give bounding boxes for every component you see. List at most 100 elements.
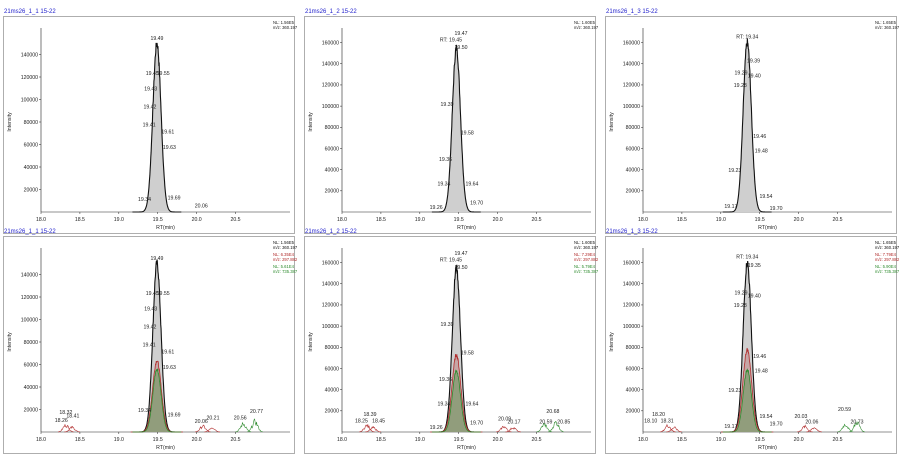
peak-area-black xyxy=(132,259,182,432)
peak-area-black xyxy=(722,38,772,213)
x-tick-label: 20.0 xyxy=(794,437,804,443)
legend-nl: NL: 5.79E4 xyxy=(574,264,596,269)
y-tick-label: 60000 xyxy=(325,366,340,372)
peak-label: 19.49 xyxy=(150,36,163,42)
noise-trace-red xyxy=(64,425,80,433)
y-axis-label: Intensity xyxy=(308,332,314,352)
y-tick-label: 80000 xyxy=(325,345,340,351)
x-tick-label: 20.0 xyxy=(493,437,503,443)
noise-trace-green xyxy=(837,423,854,433)
noise-trace-green xyxy=(536,423,553,433)
peak-label: 19.42 xyxy=(143,325,156,331)
noise-trace-green xyxy=(235,421,252,433)
x-tick-label: 20.5 xyxy=(832,217,842,223)
peak-label: 19.34 xyxy=(138,197,151,203)
peak-area-green xyxy=(722,369,772,432)
legend-nl: NL: 1.56E5 xyxy=(273,20,295,25)
peak-label: 19.23 xyxy=(728,168,741,174)
peak-label: 19.23 xyxy=(728,388,741,394)
noise-trace-red xyxy=(58,424,74,433)
peak-label: 19.50 xyxy=(455,265,468,271)
noise-trace-green xyxy=(849,421,865,433)
peak-label: 19.45 xyxy=(146,291,159,297)
peak-label: 19.35 xyxy=(748,263,761,269)
y-tick-label: 140000 xyxy=(623,62,640,68)
y-tick-label: 120000 xyxy=(21,295,38,301)
peak-label: 19.40 xyxy=(748,74,761,80)
legend-mz: m/z: 297.882 xyxy=(875,257,900,262)
peak-label: 19.49 xyxy=(150,256,163,262)
legend-mz: m/z: 735.387 xyxy=(273,269,298,274)
x-tick-label: 18.0 xyxy=(337,217,347,223)
peak-label: 19.17 xyxy=(724,424,737,430)
peak-area-red xyxy=(721,348,774,432)
legend-mz: m/z: 735.387 xyxy=(574,269,599,274)
peak-label: 19.29 xyxy=(735,290,748,296)
x-tick-label: 19.0 xyxy=(114,217,124,223)
peak-label: 19.47 xyxy=(455,251,468,257)
panel-title: 21ms26_1_2 15-22 xyxy=(305,229,357,235)
peak-label: 18.10 xyxy=(644,418,657,424)
peak-trace-green xyxy=(132,368,182,433)
peak-area-black xyxy=(722,261,772,432)
peak-label: 19.50 xyxy=(455,45,468,51)
x-tick-label: 19.5 xyxy=(454,217,464,223)
x-tick-label: 18.5 xyxy=(677,217,687,223)
x-tick-label: 20.5 xyxy=(832,437,842,443)
peak-label: 19.48 xyxy=(755,149,768,155)
peak-label: 19.28 xyxy=(734,303,747,309)
x-tick-label: 20.5 xyxy=(230,437,240,443)
peak-label: 20.59 xyxy=(539,420,552,426)
x-tick-label: 19.5 xyxy=(755,217,765,223)
chromatogram-panel: 21ms26_1_2 15-22 20000 40000 60000 80000 1000… xyxy=(304,9,599,234)
panel-title: 21ms26_1_3 15-22 xyxy=(606,9,658,15)
x-axis-label: RT(min) xyxy=(156,225,175,231)
x-tick-label: 18.0 xyxy=(337,437,347,443)
noise-trace-green xyxy=(548,420,564,433)
chromatogram-panel: 21ms26_1_3 15-22 20000 40000 60000 80000 1000… xyxy=(605,229,900,454)
noise-trace-red xyxy=(204,427,220,433)
peak-label: 19.61 xyxy=(161,129,174,135)
y-tick-label: 60000 xyxy=(626,146,641,152)
peak-trace-black xyxy=(431,44,481,213)
x-tick-label: 19.0 xyxy=(716,217,726,223)
y-tick-label: 20000 xyxy=(325,409,340,415)
panel-title: 21ms26_1_1 15-22 xyxy=(4,229,56,235)
peak-label: 18.45 xyxy=(372,418,385,424)
y-tick-label: 100000 xyxy=(21,97,38,103)
peak-label: 19.42 xyxy=(143,105,156,111)
peak-label: 19.34 xyxy=(437,402,450,408)
x-tick-label: 18.0 xyxy=(638,437,648,443)
legend-mz: m/z: 360.197 xyxy=(273,245,298,250)
peak-label: 19.26 xyxy=(430,205,443,211)
x-axis-label: RT(min) xyxy=(758,445,777,451)
y-tick-label: 40000 xyxy=(24,165,39,171)
y-tick-label: 20000 xyxy=(626,189,641,195)
peak-label: 18.32 xyxy=(59,410,72,416)
peak-label: 19.70 xyxy=(470,201,483,207)
y-axis-label: Intensity xyxy=(7,112,13,132)
x-axis-label: RT(min) xyxy=(156,445,175,451)
peak-label: 19.63 xyxy=(163,145,176,151)
peak-label: 18.26 xyxy=(55,418,68,424)
y-tick-label: 160000 xyxy=(623,260,640,266)
peak-label: 19.64 xyxy=(465,402,478,408)
noise-trace-red xyxy=(365,425,381,433)
chromatogram-svg: 21ms26_1_3 15-22 20000 40000 60000 80000 1000… xyxy=(605,9,900,234)
x-tick-label: 20.0 xyxy=(192,217,202,223)
chromatogram-svg: 21ms26_1_3 15-22 20000 40000 60000 80000 1000… xyxy=(605,229,900,454)
peak-label: 19.41 xyxy=(143,123,156,129)
y-tick-label: 140000 xyxy=(21,272,38,278)
peak-label: 20.59 xyxy=(838,407,851,413)
x-axis-label: RT(min) xyxy=(758,225,777,231)
legend-nl: NL: 1.60E5 xyxy=(574,240,596,245)
peak-label: 20.09 xyxy=(498,416,511,422)
noise-trace-red xyxy=(505,426,522,433)
peak-label: 19.54 xyxy=(759,194,772,200)
x-tick-label: 20.5 xyxy=(531,217,541,223)
peak-label: 20.68 xyxy=(546,409,559,415)
x-tick-label: 20.0 xyxy=(192,437,202,443)
noise-trace-red xyxy=(660,423,676,433)
chromatogram-svg: 21ms26_1_1 15-22 20000 40000 60000 80000 1000… xyxy=(3,9,298,234)
y-tick-label: 120000 xyxy=(322,303,339,309)
